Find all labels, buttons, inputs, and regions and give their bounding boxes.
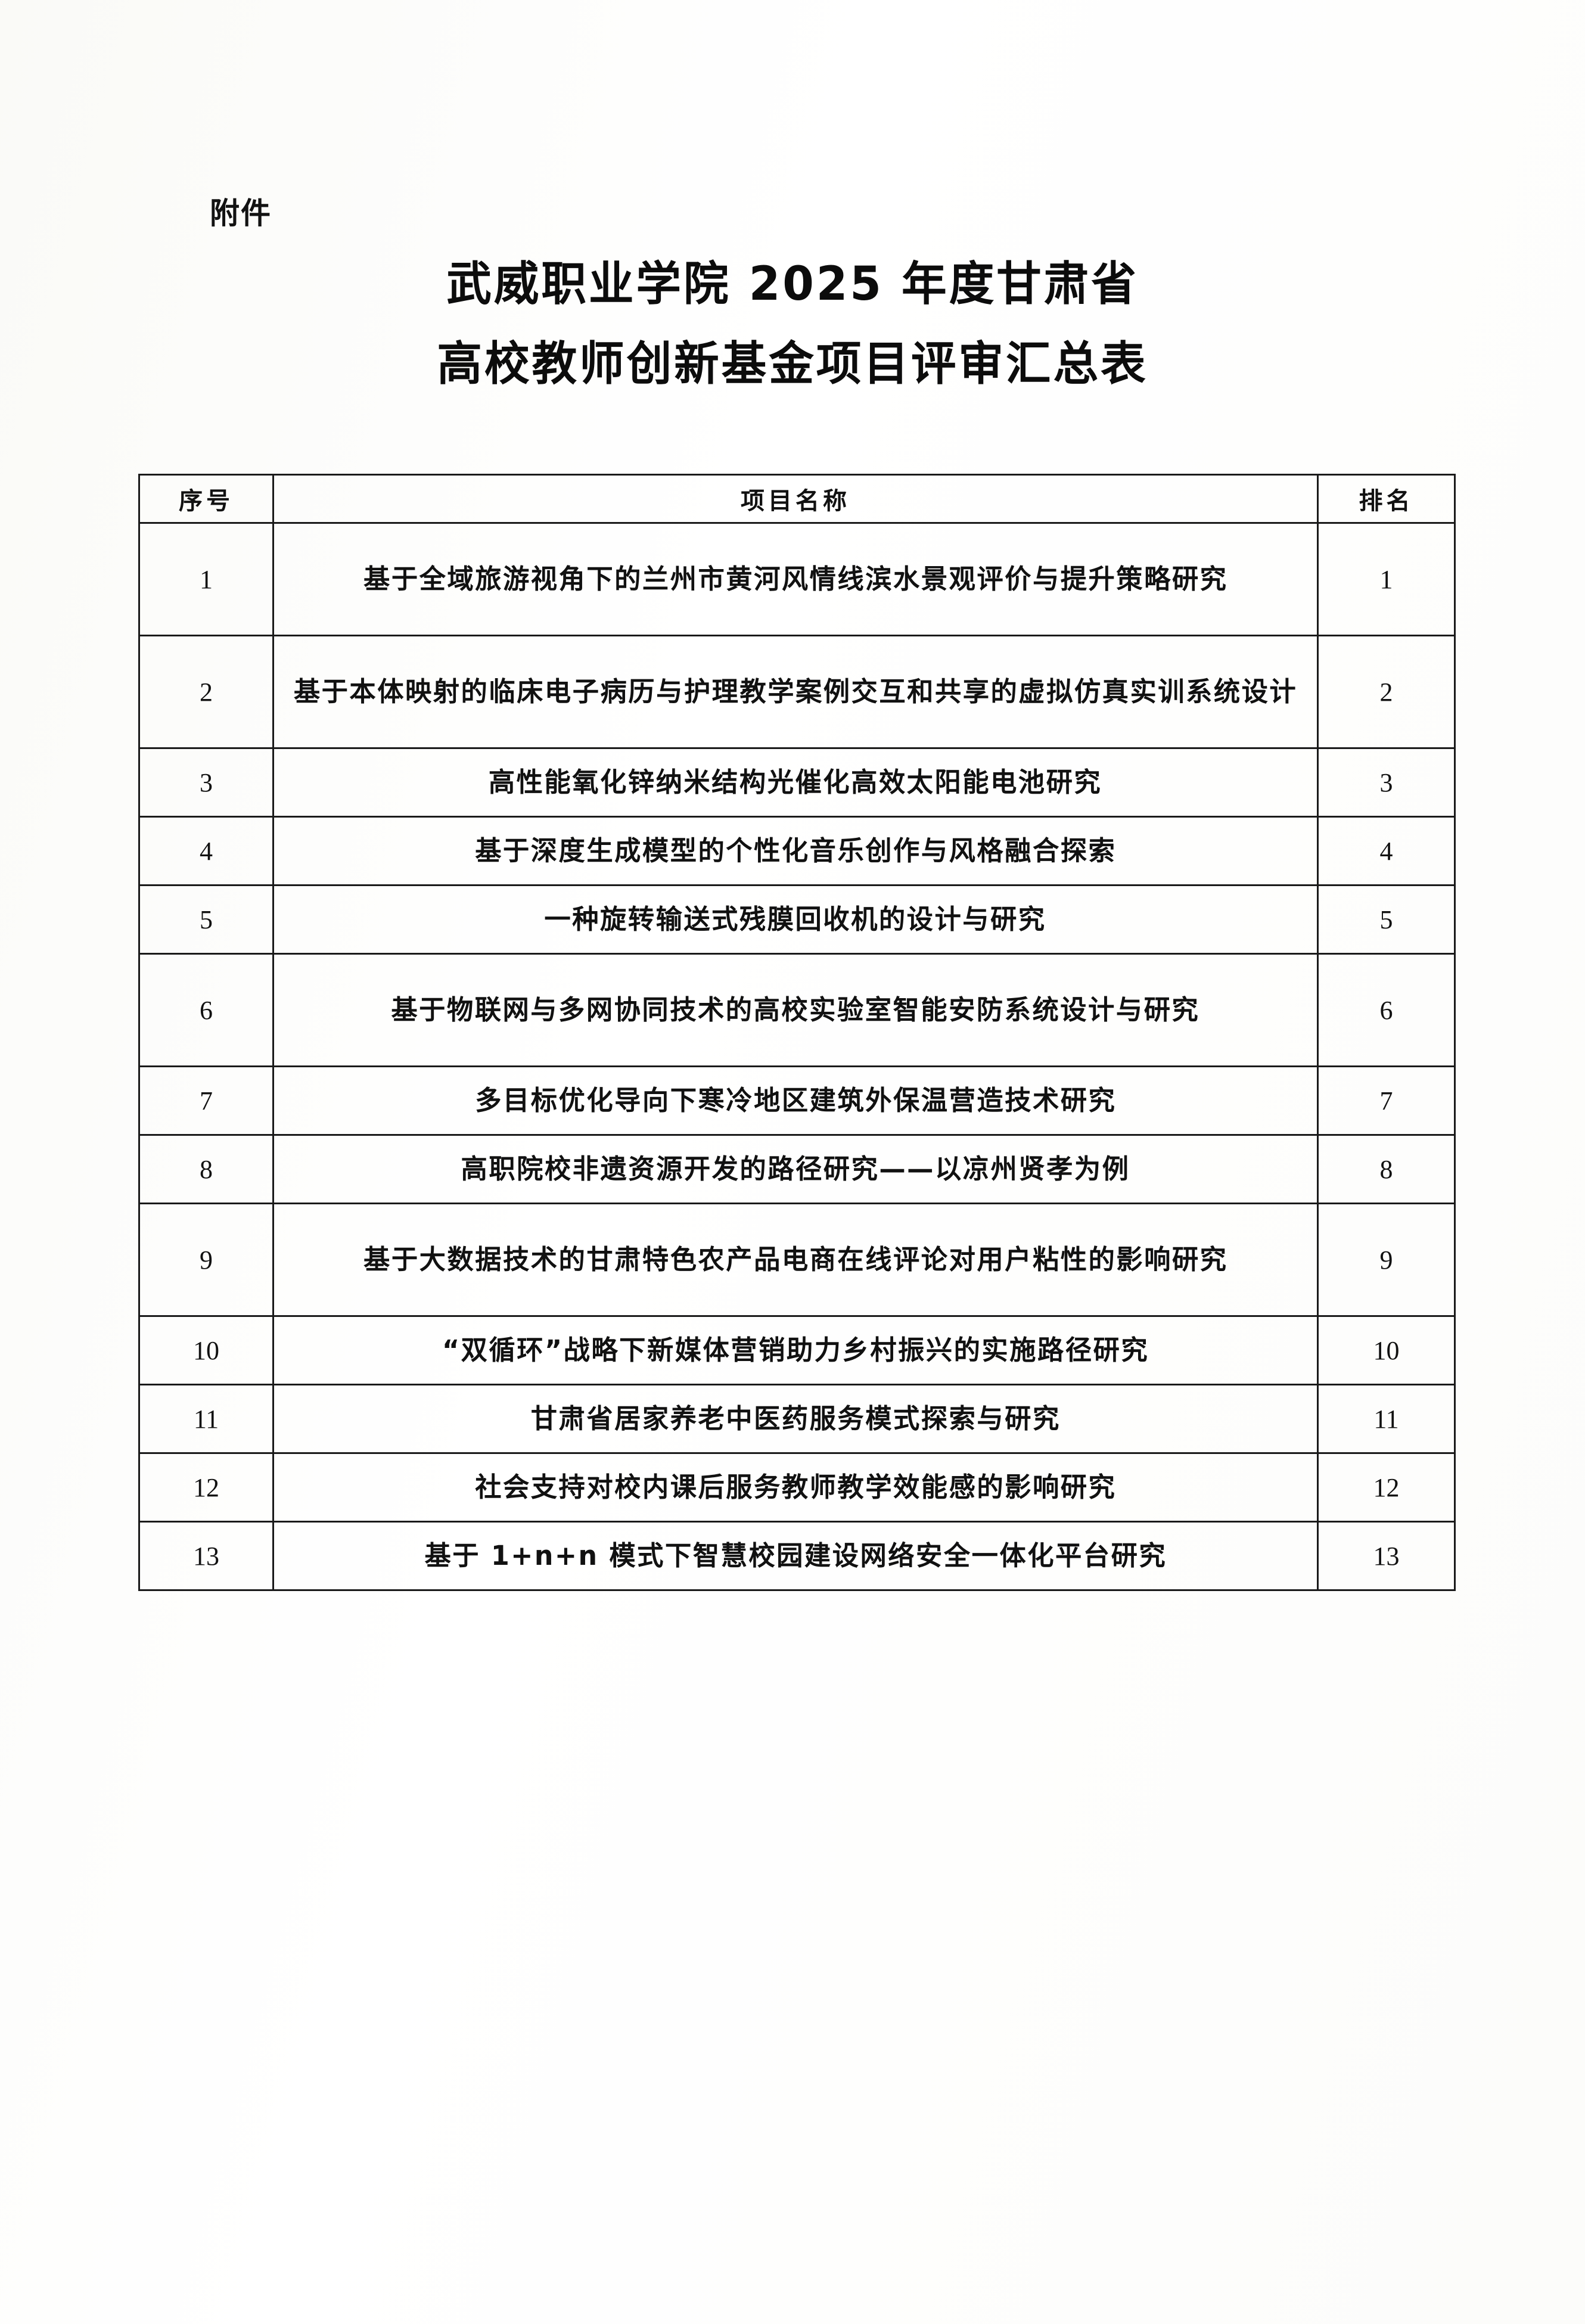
cell-rank: 8 <box>1317 1134 1456 1204</box>
cell-seq: 8 <box>138 1134 274 1204</box>
table-row: 4 基于深度生成模型的个性化音乐创作与风格融合探索 4 <box>138 816 1456 886</box>
table-row: 9 基于大数据技术的甘肃特色农产品电商在线评论对用户粘性的影响研究 9 <box>138 1203 1456 1317</box>
cell-seq: 4 <box>138 816 274 886</box>
cell-project-name: 高职院校非遗资源开发的路径研究——以凉州贤孝为例 <box>272 1134 1319 1204</box>
cell-project-name: 高性能氧化锌纳米结构光催化高效太阳能电池研究 <box>272 747 1319 818</box>
cell-project-name: 社会支持对校内课后服务教师教学效能感的影响研究 <box>272 1452 1319 1523</box>
project-name-text: 基于 1+n+n 模式下智慧校园建设网络安全一体化平台研究 <box>424 1540 1167 1571</box>
cell-rank: 4 <box>1317 816 1456 886</box>
column-header-seq: 序号 <box>138 474 274 524</box>
table-row: 7 多目标优化导向下寒冷地区建筑外保温营造技术研究 7 <box>138 1065 1456 1136</box>
table-row: 12 社会支持对校内课后服务教师教学效能感的影响研究 12 <box>138 1452 1456 1523</box>
table-row: 8 高职院校非遗资源开发的路径研究——以凉州贤孝为例 8 <box>138 1134 1456 1204</box>
cell-seq: 3 <box>138 747 274 818</box>
document-title: 武威职业学院 2025 年度甘肃省 高校教师创新基金项目评审汇总表 <box>0 244 1585 404</box>
cell-project-name: 多目标优化导向下寒冷地区建筑外保温营造技术研究 <box>272 1065 1319 1136</box>
cell-seq: 10 <box>138 1315 274 1385</box>
table-row: 10 “双循环”战略下新媒体营销助力乡村振兴的实施路径研究 10 <box>138 1315 1456 1385</box>
project-name-text: 一种旋转输送式残膜回收机的设计与研究 <box>544 903 1047 935</box>
cell-project-name: 基于本体映射的临床电子病历与护理教学案例交互和共享的虚拟仿真实训系统设计 <box>272 635 1319 749</box>
cell-rank: 7 <box>1317 1065 1456 1136</box>
title-line-2: 高校教师创新基金项目评审汇总表 <box>437 337 1148 391</box>
cell-project-name: 甘肃省居家养老中医药服务模式探索与研究 <box>272 1384 1319 1454</box>
cell-project-name: 一种旋转输送式残膜回收机的设计与研究 <box>272 884 1319 955</box>
cell-rank: 11 <box>1317 1384 1456 1454</box>
project-name-text: 基于深度生成模型的个性化音乐创作与风格融合探索 <box>474 835 1117 866</box>
table-row: 3 高性能氧化锌纳米结构光催化高效太阳能电池研究 3 <box>138 747 1456 818</box>
cell-seq: 11 <box>138 1384 274 1454</box>
cell-rank: 2 <box>1317 635 1456 749</box>
cell-seq: 12 <box>138 1452 274 1523</box>
cell-rank: 6 <box>1317 953 1456 1067</box>
cell-rank: 5 <box>1317 884 1456 955</box>
attachment-label: 附件 <box>210 196 272 231</box>
cell-seq: 13 <box>138 1521 274 1591</box>
table-body: 1 基于全域旅游视角下的兰州市黄河风情线滨水景观评价与提升策略研究 1 2 基于本体映射… <box>138 522 1456 1591</box>
cell-seq: 9 <box>138 1203 274 1317</box>
cell-project-name: 基于深度生成模型的个性化音乐创作与风格融合探索 <box>272 816 1319 886</box>
cell-seq: 2 <box>138 635 274 749</box>
project-name-text: 社会支持对校内课后服务教师教学效能感的影响研究 <box>474 1471 1117 1503</box>
cell-project-name: 基于 1+n+n 模式下智慧校园建设网络安全一体化平台研究 <box>272 1521 1319 1591</box>
table-row: 1 基于全域旅游视角下的兰州市黄河风情线滨水景观评价与提升策略研究 1 <box>138 522 1456 636</box>
cell-seq: 7 <box>138 1065 274 1136</box>
cell-rank: 13 <box>1317 1521 1456 1591</box>
title-line-1: 武威职业学院 2025 年度甘肃省 <box>446 257 1139 311</box>
table-header-row: 序号 项目名称 排名 <box>138 474 1456 524</box>
project-name-text: 基于大数据技术的甘肃特色农产品电商在线评论对用户粘性的影响研究 <box>363 1244 1228 1275</box>
project-name-text: “双循环”战略下新媒体营销助力乡村振兴的实施路径研究 <box>442 1334 1149 1366</box>
project-name-text: 基于本体映射的临床电子病历与护理教学案例交互和共享的虚拟仿真实训系统设计 <box>293 676 1298 707</box>
table-row: 13 基于 1+n+n 模式下智慧校园建设网络安全一体化平台研究 13 <box>138 1521 1456 1591</box>
table-row: 2 基于本体映射的临床电子病历与护理教学案例交互和共享的虚拟仿真实训系统设计 2 <box>138 635 1456 749</box>
cell-seq: 5 <box>138 884 274 955</box>
column-header-project-name: 项目名称 <box>272 474 1319 524</box>
project-name-text: 高性能氧化锌纳米结构光催化高效太阳能电池研究 <box>489 766 1102 798</box>
project-name-text: 甘肃省居家养老中医药服务模式探索与研究 <box>530 1403 1061 1434</box>
cell-seq: 6 <box>138 953 274 1067</box>
cell-project-name: 基于大数据技术的甘肃特色农产品电商在线评论对用户粘性的影响研究 <box>272 1203 1319 1317</box>
project-name-text: 基于物联网与多网协同技术的高校实验室智能安防系统设计与研究 <box>391 994 1200 1026</box>
cell-rank: 3 <box>1317 747 1456 818</box>
table-row: 5 一种旋转输送式残膜回收机的设计与研究 5 <box>138 884 1456 955</box>
project-review-summary-table: 序号 项目名称 排名 1 基于全域旅游视角下的兰州市黄河风情线滨水景观评价与提升策… <box>138 474 1456 1591</box>
cell-rank: 12 <box>1317 1452 1456 1523</box>
project-name-text: 多目标优化导向下寒冷地区建筑外保温营造技术研究 <box>474 1085 1117 1116</box>
column-header-rank: 排名 <box>1317 474 1456 524</box>
table-row: 11 甘肃省居家养老中医药服务模式探索与研究 11 <box>138 1384 1456 1454</box>
cell-rank: 10 <box>1317 1315 1456 1385</box>
project-name-text: 基于全域旅游视角下的兰州市黄河风情线滨水景观评价与提升策略研究 <box>363 563 1228 595</box>
cell-project-name: 基于全域旅游视角下的兰州市黄河风情线滨水景观评价与提升策略研究 <box>272 522 1319 636</box>
cell-rank: 9 <box>1317 1203 1456 1317</box>
table-row: 6 基于物联网与多网协同技术的高校实验室智能安防系统设计与研究 6 <box>138 953 1456 1067</box>
project-name-text: 高职院校非遗资源开发的路径研究——以凉州贤孝为例 <box>461 1153 1130 1185</box>
cell-rank: 1 <box>1317 522 1456 636</box>
summary-table-container: 序号 项目名称 排名 1 基于全域旅游视角下的兰州市黄河风情线滨水景观评价与提升策… <box>138 474 1456 1591</box>
cell-seq: 1 <box>138 522 274 636</box>
cell-project-name: 基于物联网与多网协同技术的高校实验室智能安防系统设计与研究 <box>272 953 1319 1067</box>
cell-project-name: “双循环”战略下新媒体营销助力乡村振兴的实施路径研究 <box>272 1315 1319 1385</box>
